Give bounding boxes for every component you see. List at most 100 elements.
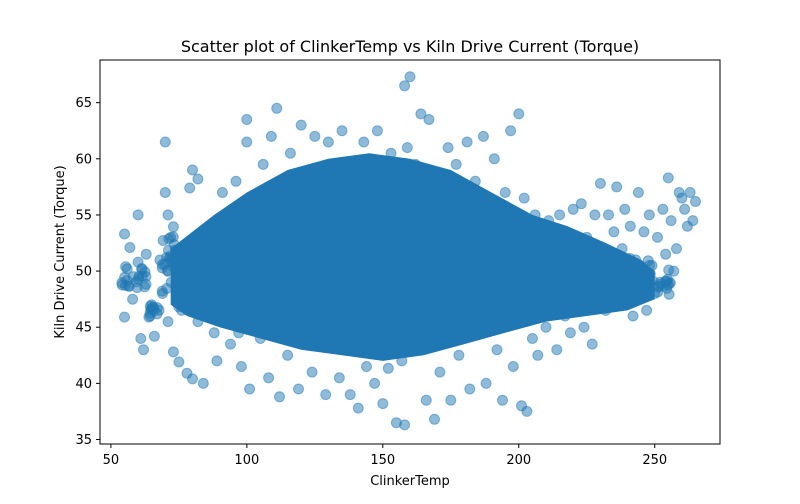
scatter-point bbox=[274, 391, 285, 403]
scatter-point bbox=[121, 263, 133, 275]
scatter-point bbox=[369, 377, 381, 389]
scatter-point bbox=[586, 338, 598, 350]
scatter-point bbox=[611, 181, 623, 193]
scatter-point bbox=[401, 142, 413, 154]
scatter-point bbox=[399, 80, 411, 92]
scatter-point bbox=[282, 349, 294, 361]
scatter-point bbox=[442, 142, 454, 154]
scatter-point bbox=[632, 187, 644, 198]
scatter-point bbox=[671, 243, 682, 255]
scatter-point bbox=[244, 383, 256, 395]
y-tick-label: 35 bbox=[75, 433, 92, 448]
scatter-point bbox=[540, 321, 552, 333]
scatter-point bbox=[241, 136, 253, 148]
scatter-point bbox=[265, 130, 277, 142]
scatter-point bbox=[187, 373, 198, 385]
scatter-point bbox=[434, 366, 446, 378]
x-tick-label: 250 bbox=[642, 453, 667, 468]
scatter-point bbox=[521, 405, 533, 417]
scatter-point bbox=[173, 356, 185, 368]
scatter-point bbox=[450, 158, 462, 170]
scatter-point bbox=[165, 231, 177, 243]
scatter-point bbox=[167, 346, 179, 358]
scatter-point bbox=[119, 228, 130, 240]
scatter-point bbox=[624, 220, 636, 232]
scatter-point bbox=[146, 299, 158, 311]
scatter-point bbox=[676, 192, 688, 204]
scatter-point bbox=[382, 362, 394, 374]
scatter-point bbox=[461, 136, 473, 148]
scatter-point bbox=[679, 203, 691, 215]
scatter-point bbox=[167, 221, 179, 233]
scatter-point bbox=[230, 175, 242, 187]
scatter-point bbox=[415, 108, 427, 120]
y-tick-label: 45 bbox=[75, 321, 92, 336]
scatter-point bbox=[127, 293, 139, 305]
scatter-point bbox=[526, 333, 538, 344]
scatter-point bbox=[567, 203, 579, 215]
scatter-point bbox=[154, 254, 166, 266]
scatter-point bbox=[589, 209, 601, 221]
scatter-point bbox=[661, 282, 673, 294]
scatter-point bbox=[665, 215, 677, 227]
points-layer bbox=[116, 71, 701, 431]
y-tick-label: 40 bbox=[75, 377, 92, 392]
scatter-point bbox=[532, 349, 544, 361]
scatter-point bbox=[654, 276, 666, 288]
chart-title: Scatter plot of ClinkerTemp vs Kiln Driv… bbox=[181, 37, 639, 56]
scatter-point bbox=[578, 321, 590, 333]
scatter-point bbox=[505, 125, 517, 137]
scatter-point bbox=[257, 158, 269, 170]
scatter-point bbox=[336, 125, 348, 137]
scatter-point bbox=[322, 136, 334, 148]
scatter-point bbox=[497, 394, 508, 406]
plot-frame bbox=[99, 59, 721, 445]
scatter-point bbox=[358, 136, 370, 148]
scatter-point bbox=[187, 164, 198, 176]
scatter-point bbox=[320, 389, 332, 401]
scatter-point bbox=[668, 265, 680, 277]
scatter-point bbox=[162, 316, 174, 328]
scatter-point bbox=[293, 383, 304, 395]
scatter-point bbox=[684, 187, 696, 198]
scatter-point bbox=[399, 419, 411, 431]
scatter-point bbox=[162, 209, 174, 221]
scatter-point bbox=[445, 394, 457, 406]
scatter-point bbox=[551, 344, 563, 356]
scatter-point bbox=[660, 248, 672, 260]
scatter-point bbox=[344, 389, 356, 401]
scatter-point bbox=[132, 273, 144, 285]
scatter-point bbox=[638, 226, 650, 238]
scatter-point bbox=[135, 333, 147, 344]
scatter-point bbox=[235, 361, 247, 372]
scatter-point bbox=[423, 114, 435, 125]
scatter-point bbox=[608, 226, 620, 238]
scatter-point bbox=[488, 153, 500, 165]
scatter-point bbox=[138, 344, 149, 356]
scatter-point bbox=[208, 327, 220, 339]
scatter-point bbox=[157, 288, 168, 299]
scatter-point bbox=[507, 361, 519, 372]
y-axis: 35 40 45 50 55 60 65 bbox=[75, 96, 100, 448]
scatter-point bbox=[159, 136, 171, 148]
scatter-point bbox=[627, 310, 639, 322]
scatter-point bbox=[477, 130, 489, 142]
scatter-point bbox=[641, 304, 653, 316]
scatter-point bbox=[184, 182, 196, 194]
scatter-point bbox=[491, 344, 503, 356]
scatter-point bbox=[690, 196, 701, 207]
scatter-point bbox=[132, 256, 144, 268]
x-tick-label: 200 bbox=[506, 453, 531, 468]
scatter-point bbox=[148, 330, 160, 342]
scatter-point bbox=[603, 209, 614, 221]
scatter-point bbox=[124, 242, 136, 253]
scatter-point bbox=[284, 147, 296, 159]
scatter-point bbox=[499, 187, 511, 198]
scatter-point bbox=[513, 108, 525, 120]
scatter-point bbox=[119, 311, 130, 323]
scatter-point bbox=[662, 172, 674, 184]
scatter-point bbox=[420, 394, 432, 406]
x-axis: 50 100 150 200 250 bbox=[103, 444, 667, 468]
scatter-point bbox=[123, 280, 135, 292]
